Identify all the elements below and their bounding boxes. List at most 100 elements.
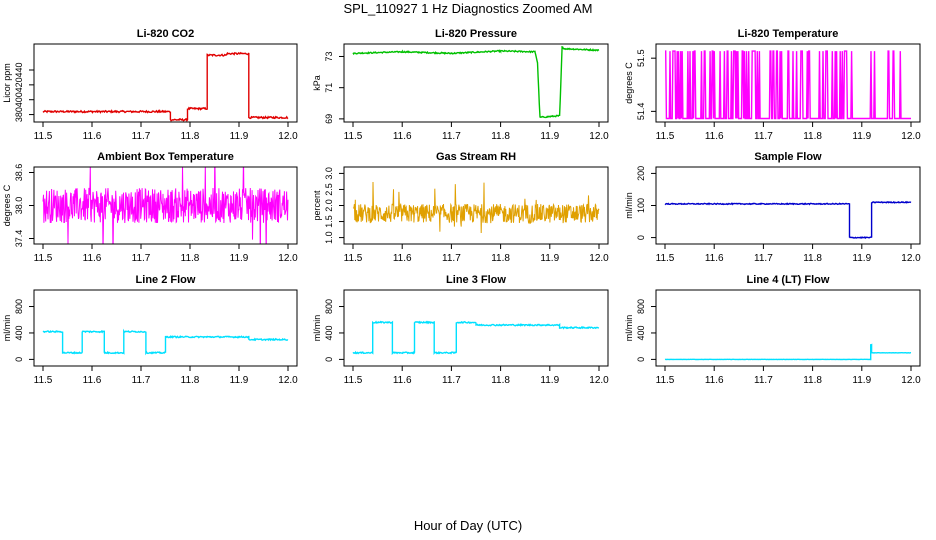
y-tick-label: 800 — [324, 299, 334, 314]
x-tick-label: 12.0 — [901, 131, 921, 142]
y-tick-label: 1.5 — [324, 215, 334, 228]
x-tick-label: 11.5 — [344, 375, 363, 386]
data-series — [664, 200, 912, 240]
panel-title: Sample Flow — [754, 151, 822, 163]
x-tick-label: 11.6 — [705, 253, 724, 264]
y-tick-label: 51.5 — [636, 49, 646, 67]
y-tick-label: 200 — [636, 166, 646, 181]
panel-5: Gas Stream RH percent 11.5 11.6 11.7 11.8 11.9… — [312, 151, 609, 264]
panel-title: Line 2 Flow — [136, 274, 196, 286]
x-tick-label: 11.9 — [230, 131, 249, 142]
x-tick-label: 11.5 — [656, 253, 675, 264]
x-tick-label: 11.7 — [754, 253, 773, 264]
y-tick-label: 38.0 — [14, 197, 24, 215]
y-tick-label: 380 — [14, 107, 24, 122]
x-tick-label: 11.7 — [754, 375, 773, 386]
y-axis-label: kPa — [312, 75, 322, 91]
x-axis-label: Hour of Day (UTC) — [413, 518, 523, 533]
x-tick-label: 11.7 — [442, 253, 461, 264]
x-tick-label: 12.0 — [278, 253, 298, 264]
x-tick-label: 11.6 — [83, 131, 102, 142]
y-tick-label: 37.4 — [14, 230, 24, 248]
panel-title: Ambient Box Temperature — [97, 151, 234, 163]
x-tick-label: 11.7 — [132, 375, 151, 386]
data-series — [352, 45, 600, 119]
x-tick-label: 12.0 — [278, 131, 298, 142]
panel-8: Line 3 Flow ml/min 11.5 11.6 11.7 11.8 11.9 12.… — [312, 274, 609, 386]
y-axis-label: ml/min — [312, 315, 322, 342]
x-tick-label: 11.9 — [852, 131, 871, 142]
y-axis-label: ml/min — [2, 315, 12, 342]
x-tick-label: 11.5 — [34, 131, 53, 142]
x-tick-label: 11.6 — [393, 375, 412, 386]
panel-title: Gas Stream RH — [436, 151, 516, 163]
data-series — [665, 50, 911, 120]
x-tick-label: 11.6 — [83, 253, 102, 264]
x-tick-label: 11.7 — [132, 131, 151, 142]
x-tick-label: 11.5 — [34, 375, 53, 386]
y-tick-label: 0 — [14, 357, 24, 362]
x-tick-label: 12.0 — [278, 375, 298, 386]
y-tick-label: 1.0 — [324, 231, 334, 244]
x-tick-label: 11.5 — [656, 375, 675, 386]
x-tick-label: 11.8 — [181, 375, 200, 386]
series-line — [352, 45, 600, 119]
y-tick-label: 400 — [636, 325, 646, 340]
y-tick-label: 51.4 — [636, 103, 646, 121]
plot-frame — [655, 166, 921, 245]
x-tick-label: 12.0 — [589, 375, 609, 386]
plot-frame — [655, 289, 921, 367]
y-axis-label: degrees C — [2, 184, 12, 226]
y-axis-label: degrees C — [624, 62, 634, 104]
x-tick-label: 11.8 — [803, 253, 822, 264]
x-tick-label: 11.5 — [34, 253, 53, 264]
y-tick-label: 0 — [324, 357, 334, 362]
data-series — [352, 181, 600, 234]
data-series — [42, 51, 289, 122]
plot-frame — [33, 289, 298, 367]
panel-title: Line 4 (LT) Flow — [747, 274, 830, 286]
series-line — [352, 181, 600, 234]
x-tick-label: 12.0 — [589, 253, 609, 264]
plot-frame — [343, 289, 609, 367]
y-tick-label: 800 — [636, 299, 646, 314]
panel-7: Line 2 Flow ml/min 11.5 11.6 11.7 11.8 11.9 12.… — [2, 274, 298, 386]
series-line — [664, 343, 912, 361]
panel-title: Li-820 CO2 — [137, 28, 194, 40]
y-axis-label: Licor ppm — [2, 63, 12, 103]
y-tick-label: 2.0 — [324, 199, 334, 212]
series-line — [42, 167, 289, 244]
x-tick-label: 11.6 — [705, 375, 724, 386]
y-axis-label: percent — [312, 190, 322, 221]
x-tick-label: 11.7 — [132, 253, 151, 264]
x-tick-label: 11.9 — [540, 375, 559, 386]
panel-6: Sample Flow ml/min 11.5 11.6 11.7 11.8 11.9 12.… — [624, 151, 921, 264]
x-tick-label: 11.5 — [656, 131, 675, 142]
x-tick-label: 11.8 — [491, 131, 510, 142]
series-line — [352, 320, 600, 356]
y-tick-label: 400 — [14, 325, 24, 340]
data-series — [664, 343, 912, 361]
panel-3: Li-820 Temperature degrees C 11.5 11.6 11.7 1… — [624, 28, 921, 142]
y-tick-label: 440 — [14, 62, 24, 77]
data-series — [42, 328, 289, 356]
y-tick-label: 69 — [324, 114, 334, 124]
panel-title: Li-820 Temperature — [738, 28, 839, 40]
y-tick-label: 2.5 — [324, 183, 334, 196]
y-tick-label: 420 — [14, 77, 24, 92]
x-tick-label: 11.7 — [442, 375, 461, 386]
x-tick-label: 11.6 — [393, 253, 412, 264]
x-tick-label: 11.6 — [83, 375, 102, 386]
y-tick-label: 73 — [324, 51, 334, 61]
x-tick-label: 12.0 — [589, 131, 609, 142]
panel-1: Li-820 CO2 Licor ppm 11.5 11.6 11.7 11.8 11.9 1… — [2, 28, 298, 142]
x-tick-label: 11.6 — [705, 131, 724, 142]
plot-frame — [33, 43, 298, 123]
x-tick-label: 11.8 — [803, 131, 822, 142]
y-tick-label: 71 — [324, 83, 334, 93]
y-tick-label: 100 — [636, 198, 646, 213]
x-tick-label: 11.9 — [540, 131, 559, 142]
data-series — [42, 167, 289, 244]
plot-frame — [655, 43, 921, 123]
